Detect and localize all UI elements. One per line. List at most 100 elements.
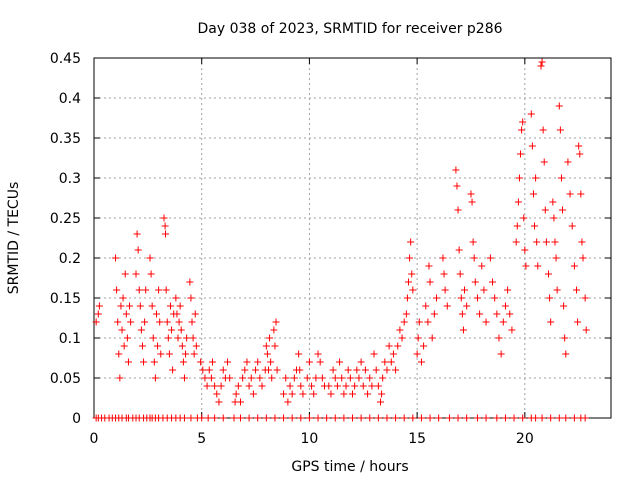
data-point [549,198,557,206]
data-point [398,334,406,342]
data-point [513,222,521,230]
data-point [518,126,526,134]
data-point [297,414,305,422]
data-point [453,182,461,190]
y-tick-label: 0.45 [50,51,81,67]
data-point [175,318,183,326]
y-axis-ticks: 0 0.05 0.1 0.15 0.2 0.25 0.3 0.35 0.4 0.45 [50,51,611,427]
data-point [456,270,464,278]
data-point [249,390,257,398]
data-point [127,318,135,326]
y-tick-label: 0.35 [50,131,81,147]
data-point [470,254,478,262]
data-point [245,382,253,390]
data-point [441,286,449,294]
data-point [117,302,125,310]
data-point [582,326,590,334]
y-axis-label: SRMTID / TECUs [6,182,22,295]
data-point [394,342,402,350]
data-point [405,278,413,286]
data-point [529,190,537,198]
data-point [351,382,359,390]
data-point [366,374,374,382]
data-point [262,414,270,422]
plot-frame [93,57,612,419]
data-point [471,278,479,286]
data-point [455,246,463,254]
data-point [415,318,423,326]
data-point [495,334,503,342]
data-point [162,230,170,238]
data-point [219,414,227,422]
data-point [314,350,322,358]
data-point [176,302,184,310]
data-point [454,206,462,214]
data-point [133,230,141,238]
data-point [271,414,279,422]
data-point [174,334,182,342]
data-point [325,382,333,390]
data-point [575,142,583,150]
data-point [224,358,232,366]
data-point [515,174,523,182]
data-point [323,414,331,422]
data-point [169,366,177,374]
data-point [148,302,156,310]
data-point [150,358,158,366]
data-point [353,366,361,374]
data-point [534,262,542,270]
data-point [493,414,501,422]
data-point [199,366,207,374]
data-point [573,286,581,294]
data-point [463,414,471,422]
data-point [482,318,490,326]
data-point [270,326,278,334]
data-point [545,270,553,278]
data-point [364,390,372,398]
data-point [211,382,219,390]
data-point [173,310,181,318]
data-point [383,414,391,422]
data-point [236,398,244,406]
data-point [282,374,290,382]
data-point [459,326,467,334]
data-point [426,414,434,422]
x-tick-label: 10 [301,431,319,447]
data-point [187,414,195,422]
data-point [147,270,155,278]
data-point [560,302,568,310]
data-point [440,270,448,278]
data-point [186,278,194,286]
data-point [243,358,251,366]
data-point [387,358,395,366]
data-point [517,150,525,158]
data-point [234,382,242,390]
data-point [299,390,307,398]
data-point [491,294,499,302]
data-point [215,398,223,406]
data-point [533,238,541,246]
data-point [137,326,145,334]
data-point [486,254,494,262]
data-point [463,302,471,310]
data-point [538,414,546,422]
data-point [314,414,322,422]
data-point [473,414,481,422]
y-tick-label: 0.25 [50,211,81,227]
data-point [478,262,486,270]
data-point [426,278,434,286]
data-point [191,310,199,318]
data-point [537,62,545,70]
data-point [308,382,316,390]
data-point [236,414,244,422]
data-point [540,158,548,166]
data-point [579,254,587,262]
data-point [489,278,497,286]
data-point [566,190,574,198]
data-point [126,302,134,310]
data-point [551,238,559,246]
data-point [113,286,121,294]
data-point [271,342,279,350]
data-point [149,334,157,342]
data-point [425,262,433,270]
